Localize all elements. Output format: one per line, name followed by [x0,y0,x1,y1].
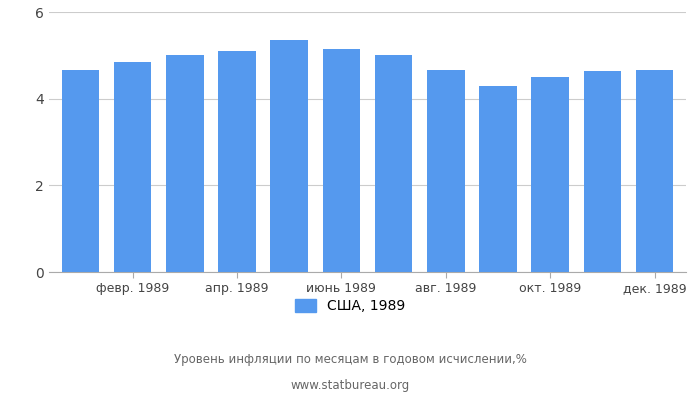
Bar [323,49,360,272]
Bar [427,70,465,272]
Text: www.statbureau.org: www.statbureau.org [290,380,410,392]
Legend: США, 1989: США, 1989 [295,299,405,313]
Bar [636,70,673,272]
Bar [584,70,622,272]
Bar [113,62,151,272]
Bar [166,55,204,272]
Bar [270,40,308,272]
Bar [62,70,99,272]
Bar [480,86,517,272]
Bar [531,77,569,272]
Bar [218,51,256,272]
Text: Уровень инфляции по месяцам в годовом исчислении,%: Уровень инфляции по месяцам в годовом ис… [174,354,526,366]
Bar [374,55,412,272]
